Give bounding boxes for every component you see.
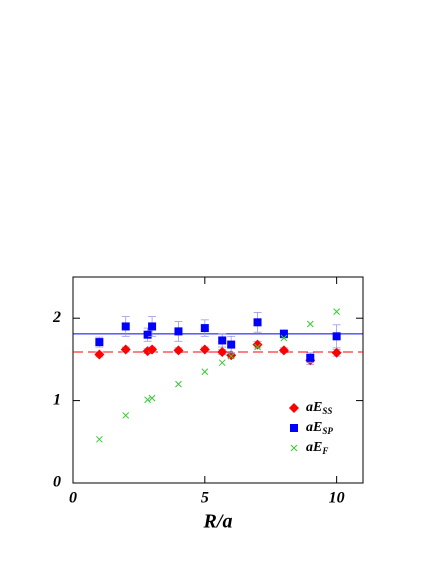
point — [94, 349, 105, 360]
x-axis-label: R/a — [203, 511, 233, 533]
point — [199, 344, 210, 355]
legend-marker — [290, 424, 298, 432]
point — [200, 324, 209, 333]
point — [278, 345, 289, 356]
legend-name: aE — [306, 420, 322, 435]
point — [254, 343, 261, 351]
point — [201, 368, 209, 376]
point — [143, 330, 152, 339]
legend-name: aE — [306, 440, 322, 455]
point — [306, 320, 314, 328]
point — [217, 346, 228, 357]
legend-marker — [289, 403, 299, 413]
point — [173, 345, 184, 356]
legend-marker — [290, 444, 298, 452]
point — [148, 394, 156, 402]
point — [331, 347, 342, 358]
point — [306, 353, 315, 362]
legend-subscript: F — [321, 446, 328, 456]
y-tick-label: 0 — [53, 474, 61, 491]
legend-label: aESP — [306, 420, 333, 436]
y-tick-label: 2 — [52, 309, 61, 326]
x-tick-label: 10 — [329, 490, 345, 507]
point — [120, 344, 131, 355]
point — [252, 339, 263, 350]
point — [175, 380, 182, 388]
point — [148, 322, 157, 331]
point — [96, 435, 103, 443]
legend-subscript: SS — [322, 406, 332, 416]
point — [280, 334, 288, 342]
point — [279, 329, 288, 338]
plot-frame — [72, 276, 364, 484]
x-tick-label: 5 — [201, 490, 209, 507]
point — [174, 327, 183, 336]
point — [218, 359, 226, 367]
point — [227, 340, 236, 349]
point — [95, 338, 104, 347]
y-tick-label: 1 — [53, 391, 61, 408]
point — [227, 352, 235, 360]
point — [332, 332, 341, 341]
point — [121, 322, 130, 331]
legend-subscript: SP — [322, 426, 333, 436]
point — [147, 344, 158, 355]
x-tick-label: 0 — [69, 490, 77, 507]
legend-name: aE — [306, 400, 322, 415]
point — [144, 396, 151, 404]
point — [218, 336, 227, 345]
point — [253, 318, 262, 327]
point — [122, 412, 130, 419]
legend-label: aESS — [306, 400, 332, 416]
legend-label: aEF — [306, 440, 328, 456]
point — [333, 308, 340, 315]
